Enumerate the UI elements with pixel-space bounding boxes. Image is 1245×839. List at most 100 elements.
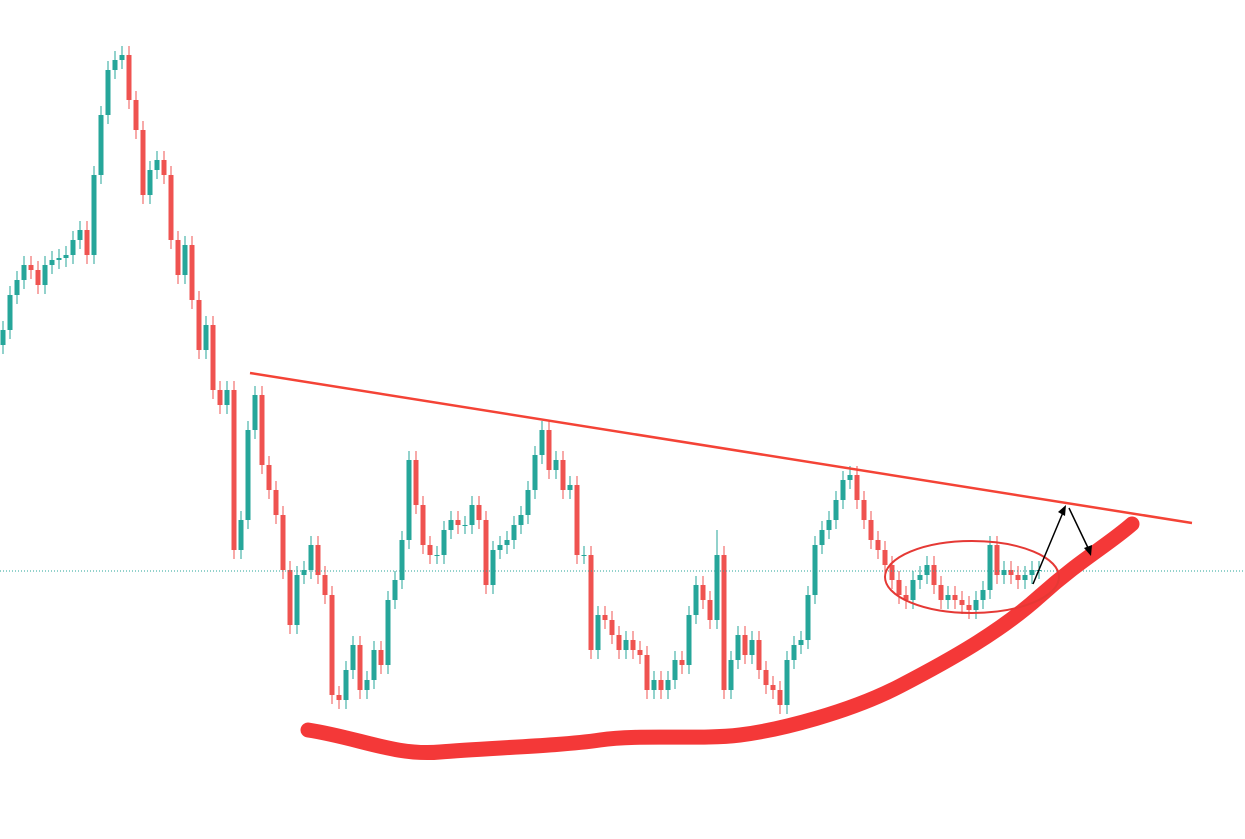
candle-body [371, 650, 377, 680]
candle-body [7, 295, 13, 330]
candle-body [287, 570, 293, 625]
candle-body [686, 615, 692, 665]
candle-body [315, 545, 321, 575]
candle-body [28, 265, 34, 270]
candle-body [196, 300, 202, 350]
candle-body [868, 520, 874, 540]
candle-body [1015, 575, 1021, 580]
candle-body [798, 640, 804, 645]
candle-body [343, 670, 349, 700]
candle-body [273, 490, 279, 515]
candle-body [147, 170, 153, 195]
candle-body [763, 670, 769, 685]
candle-body [546, 430, 552, 470]
candle-body [210, 325, 216, 390]
candle-body [952, 595, 958, 600]
candle-body [1022, 575, 1028, 580]
candle-body [434, 555, 440, 556]
candle-body [721, 555, 727, 690]
candle-body [217, 390, 223, 405]
candle-body [931, 565, 937, 585]
candle-body [966, 605, 972, 610]
candle-body [630, 640, 636, 650]
candle-body [875, 540, 881, 550]
candle-body [812, 545, 818, 595]
trend-line [249, 371, 1193, 525]
candle-body [560, 460, 566, 490]
candle-body [238, 520, 244, 550]
candle-body [14, 280, 20, 295]
candle-body [175, 240, 181, 275]
candle-body [0, 330, 6, 345]
support-curve [300, 516, 1140, 761]
candle-body [756, 640, 762, 670]
candle-body [77, 230, 83, 240]
candle-body [1008, 570, 1014, 575]
arrow-down [1068, 507, 1091, 553]
candle-body [42, 265, 48, 285]
candle-body [567, 485, 573, 490]
candle-body [126, 55, 132, 100]
candle-body [665, 680, 671, 690]
candle-body [63, 255, 69, 258]
candle-body [119, 55, 125, 60]
candle-body [399, 540, 405, 580]
candle-body [693, 585, 699, 615]
candle-body [476, 505, 482, 520]
candle-body [840, 480, 846, 500]
candle-body [973, 600, 979, 610]
candle-body [707, 600, 713, 620]
candle-body [448, 520, 454, 530]
candle-body [1001, 570, 1007, 575]
candle-body [945, 595, 951, 600]
candle-body [651, 680, 657, 690]
candle-body [91, 175, 97, 255]
candle-body [623, 640, 629, 650]
candle-body [532, 455, 538, 490]
candle-body [602, 615, 608, 620]
candle-body [392, 580, 398, 600]
candle-body [539, 430, 545, 455]
candle-body [644, 655, 650, 690]
candle-body [154, 160, 160, 170]
candle-body [231, 390, 237, 550]
candle-body [497, 545, 503, 550]
arrow-head [1058, 505, 1066, 516]
candle-body [959, 600, 965, 605]
candle-body [70, 240, 76, 255]
candle-body [245, 430, 251, 520]
candle-body [308, 545, 314, 570]
candle-body [924, 565, 930, 575]
candle-body [84, 230, 90, 255]
candle-body [938, 585, 944, 600]
candle-body [252, 395, 258, 430]
candle-body [896, 580, 902, 595]
candle-body [56, 258, 62, 260]
candle-body [1029, 570, 1035, 575]
candle-body [420, 505, 426, 545]
candle-body [616, 635, 622, 650]
candle-body [105, 70, 111, 115]
candle-body [469, 505, 475, 525]
arrow-head [1084, 545, 1092, 556]
consolidation-ellipse [884, 540, 1060, 614]
candle-body [994, 545, 1000, 575]
candle-body [833, 500, 839, 520]
candle-body [609, 620, 615, 635]
candle-body [574, 485, 580, 555]
candle-body [140, 130, 146, 195]
candle-body [406, 460, 412, 540]
candle-body [441, 530, 447, 555]
candle-body [112, 60, 118, 70]
candle-body [294, 575, 300, 625]
candle-body [672, 660, 678, 680]
candle-body [987, 545, 993, 590]
candle-body [504, 540, 510, 545]
candle-body [336, 695, 342, 700]
candle-body [21, 265, 27, 280]
candle-body [280, 515, 286, 570]
candle-body [679, 660, 685, 665]
candle-body [854, 475, 860, 500]
candle-body [903, 595, 909, 600]
